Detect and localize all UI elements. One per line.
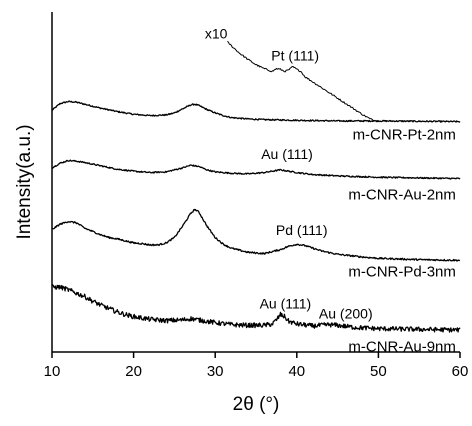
series-line-m-cnr-au-2nm bbox=[51, 159, 461, 180]
x-tick-label-40: 40 bbox=[288, 363, 305, 380]
series-line-x10 bbox=[227, 40, 375, 122]
x-tick-label-60: 60 bbox=[452, 363, 469, 380]
x-tick-label-30: 30 bbox=[207, 363, 224, 380]
series-label-m-cnr-au-9nm: m-CNR-Au-9nm bbox=[348, 338, 456, 355]
annotation-au-200: Au (200) bbox=[319, 306, 373, 322]
annotation-au-111: Au (111) bbox=[260, 296, 312, 312]
x-axis-ticks: 10 20 30 40 50 60 bbox=[44, 352, 469, 380]
x-axis-label: 2θ (°) bbox=[233, 394, 280, 415]
annotation-pd-111: Pd (111) bbox=[276, 222, 328, 238]
series-layer bbox=[51, 40, 461, 333]
series-line-m-cnr-pd-3nm bbox=[51, 208, 461, 262]
x-tick-label-10: 10 bbox=[44, 363, 61, 380]
y-axis-label: Intensity(a.u.) bbox=[14, 124, 35, 239]
x-tick-label-50: 50 bbox=[370, 363, 387, 380]
x-tick-label-20: 20 bbox=[125, 363, 142, 380]
annotation-x10: x10 bbox=[205, 26, 228, 42]
plot-area: 10 20 30 40 50 60 x10 Pt (111) m-CNR-Pt-2nm Au (… bbox=[44, 12, 469, 380]
series-label-m-cnr-pt-2nm: m-CNR-Pt-2nm bbox=[353, 127, 456, 144]
annotation-au-111: Au (111) bbox=[261, 146, 313, 162]
series-label-m-cnr-pd-3nm: m-CNR-Pd-3nm bbox=[348, 263, 456, 280]
annotation-pt-111: Pt (111) bbox=[271, 48, 319, 64]
annotation-layer: x10 Pt (111) m-CNR-Pt-2nm Au (111) m-CNR-Au-… bbox=[205, 26, 456, 356]
series-line-m-cnr-pt-2nm bbox=[51, 100, 461, 123]
series-label-m-cnr-au-2nm: m-CNR-Au-2nm bbox=[348, 186, 456, 203]
series-line-m-cnr-au-9nm bbox=[51, 284, 461, 333]
